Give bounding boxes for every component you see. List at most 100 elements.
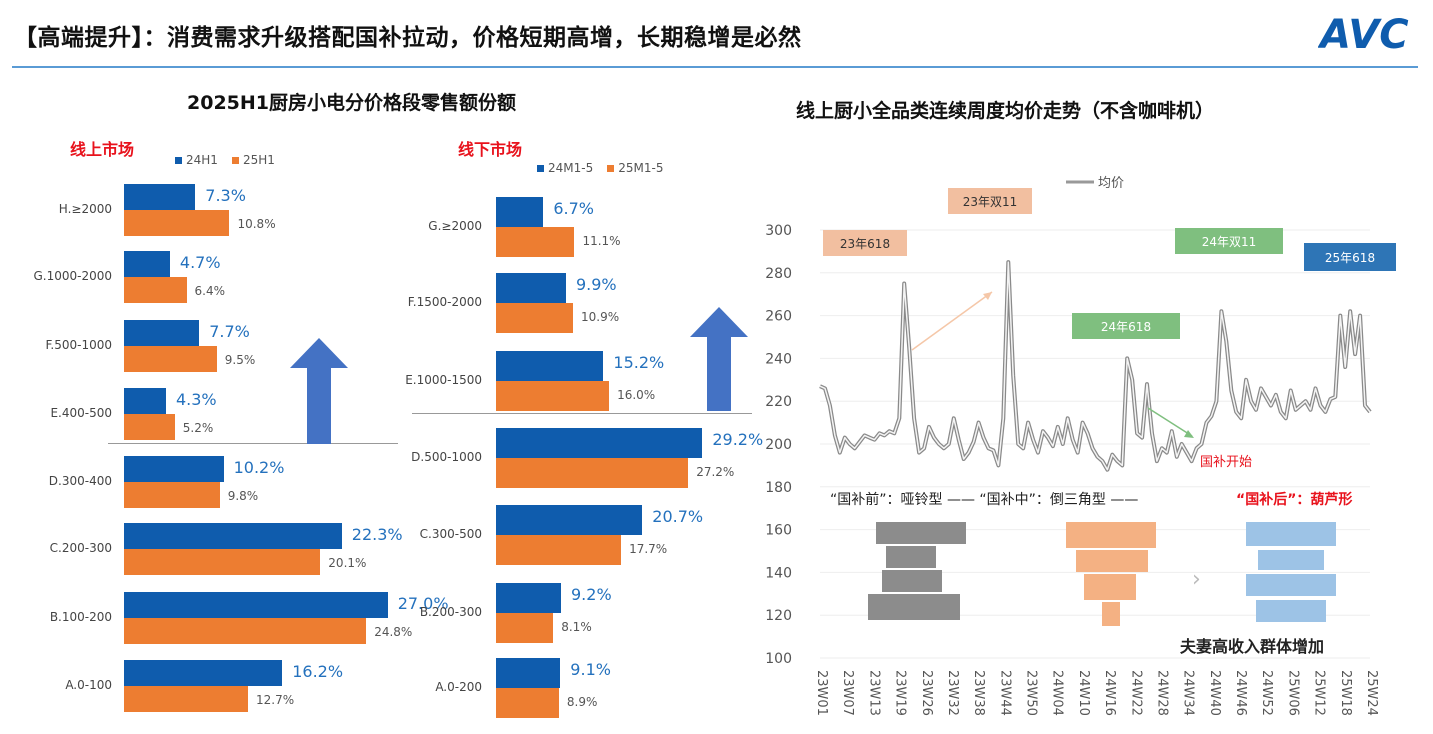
data-label: 11.1%: [582, 234, 621, 248]
category-label: A.0-200: [435, 680, 482, 694]
category-label: E.400-500: [50, 406, 112, 420]
category-label: F.500-1000: [45, 338, 112, 352]
y-tick-label: 240: [765, 351, 792, 367]
x-tick-label: 24W22: [1128, 670, 1143, 716]
x-tick-label: 23W44: [997, 670, 1012, 716]
bar-prev-period: [496, 428, 703, 458]
dumbbell-shape-icon: [868, 522, 966, 620]
data-label: 7.3%: [205, 186, 246, 205]
data-label: 22.3%: [351, 525, 403, 544]
data-label: 7.7%: [209, 322, 250, 341]
offline-tier-divider: [412, 413, 752, 414]
data-label: 17.7%: [629, 542, 668, 556]
x-tick-label: 25W18: [1338, 670, 1353, 716]
data-label: 27.2%: [696, 465, 735, 479]
bar-prev-period: [124, 660, 283, 686]
weekly-price-line-chart: 100 120 140 160 180 200 220 240 260 280 300 23W01 2…: [765, 176, 1396, 716]
bar-curr-period: [124, 210, 230, 236]
x-tick-label: 24W04: [1050, 670, 1065, 716]
bar-prev-period: [496, 658, 561, 688]
data-label: 6.7%: [553, 199, 594, 218]
y-tick-label: 180: [765, 480, 792, 496]
x-tick-label: 23W50: [1024, 670, 1039, 716]
data-label: 9.9%: [575, 275, 617, 294]
category-label: H.≥2000: [58, 202, 112, 216]
bar-curr-period: [496, 227, 575, 257]
x-tick-label: 24W40: [1207, 670, 1222, 716]
data-label: 10.8%: [237, 217, 276, 231]
online-market-subtitle: 线上市场: [70, 140, 135, 159]
legend-label-24m1-5: 24M1-5: [548, 161, 594, 175]
bar-prev-period: [124, 592, 388, 618]
legend-label-avg-price: 均价: [1098, 176, 1124, 191]
category-label: G.1000-2000: [33, 269, 112, 283]
bar-prev-period: [124, 523, 342, 549]
logo-text: AVC: [1318, 12, 1409, 58]
x-tick-label: 24W28: [1154, 670, 1169, 716]
data-label: 24.8%: [374, 625, 413, 639]
subsidy-start-label: 国补开始: [1200, 455, 1252, 470]
data-label: 8.1%: [561, 620, 592, 634]
header-divider: [12, 66, 1418, 68]
trend-arrow-up: [911, 291, 993, 351]
data-label: 10.2%: [233, 458, 285, 477]
x-tick-label: 24W52: [1259, 670, 1274, 716]
y-tick-label: 100: [765, 651, 792, 667]
category-label: G.≥2000: [428, 219, 482, 233]
y-tick-label: 260: [765, 309, 792, 325]
annotation-25-618: 25年618: [1304, 243, 1396, 271]
chevron-right-icon: ›: [1192, 567, 1201, 592]
bar-prev-period: [124, 388, 166, 414]
y-tick-label: 220: [765, 394, 792, 410]
x-tick-label: 24W34: [1181, 670, 1196, 716]
line-chart-title: 线上厨小全品类连续周度均价走势（不含咖啡机）: [796, 100, 1215, 122]
inverted-triangle-shape-icon: [1066, 522, 1156, 626]
data-label: 4.3%: [175, 390, 217, 409]
x-tick-label: 24W10: [1076, 670, 1091, 716]
data-label: 9.2%: [571, 585, 612, 604]
bar-curr-period: [124, 549, 321, 575]
legend-label-24h1: 24H1: [186, 153, 218, 167]
y-tick-label: 160: [765, 523, 792, 539]
category-label: F.1500-2000: [407, 295, 482, 309]
bar-chart-title: 2025H1厨房小电分价格段零售额份额: [187, 92, 517, 114]
category-label: D.300-400: [48, 474, 112, 488]
legend-label-25h1: 25H1: [242, 153, 275, 167]
bar-curr-period: [496, 613, 554, 643]
legend-label-25m1-5: 25M1-5: [618, 161, 664, 175]
data-label: 29.2%: [712, 430, 764, 449]
bar-prev-period: [496, 583, 561, 613]
legend-swatch-orange: [607, 164, 615, 172]
y-tick-label: 200: [765, 437, 792, 453]
category-label: C.300-500: [419, 527, 482, 541]
svg-text:23年双11: 23年双11: [963, 195, 1018, 209]
data-label: 27.0%: [397, 594, 449, 613]
trend-arrow-down: [1147, 407, 1193, 437]
svg-text:24年618: 24年618: [1101, 320, 1151, 334]
bar-curr-period: [496, 303, 574, 333]
bar-prev-period: [124, 456, 224, 482]
data-label: 5.2%: [182, 421, 214, 435]
bar-curr-period: [124, 277, 187, 303]
x-tick-label: 25W06: [1285, 670, 1300, 716]
legend-swatch-blue: [175, 156, 182, 164]
high-income-couples-note: 夫妻高收入群体增加: [1180, 637, 1324, 656]
bar-prev-period: [496, 505, 643, 535]
avg-price-line: [819, 261, 1371, 471]
bar-curr-period: [496, 458, 689, 488]
bar-curr-period: [124, 686, 249, 712]
shape-caption-after: “国补后”：葫芦形: [1236, 491, 1352, 508]
shape-caption: “国补前”：哑铃型 —— “国补中”：倒三角型 ——: [830, 491, 1138, 508]
bar-curr-period: [124, 414, 175, 440]
data-label: 20.7%: [652, 507, 704, 526]
bar-curr-period: [124, 618, 367, 644]
avg-price-line-outline: [819, 260, 1372, 472]
annotation-24-double11: 24年双11: [1175, 228, 1283, 254]
annotation-23-618: 23年618: [823, 230, 907, 256]
x-tick-label: 23W07: [840, 670, 855, 716]
category-label: B.200-300: [419, 605, 482, 619]
category-label: A.0-100: [65, 678, 112, 692]
category-label: D.500-1000: [411, 450, 482, 464]
x-tick-label: 23W01: [814, 670, 829, 716]
data-label: 8.9%: [566, 695, 598, 709]
